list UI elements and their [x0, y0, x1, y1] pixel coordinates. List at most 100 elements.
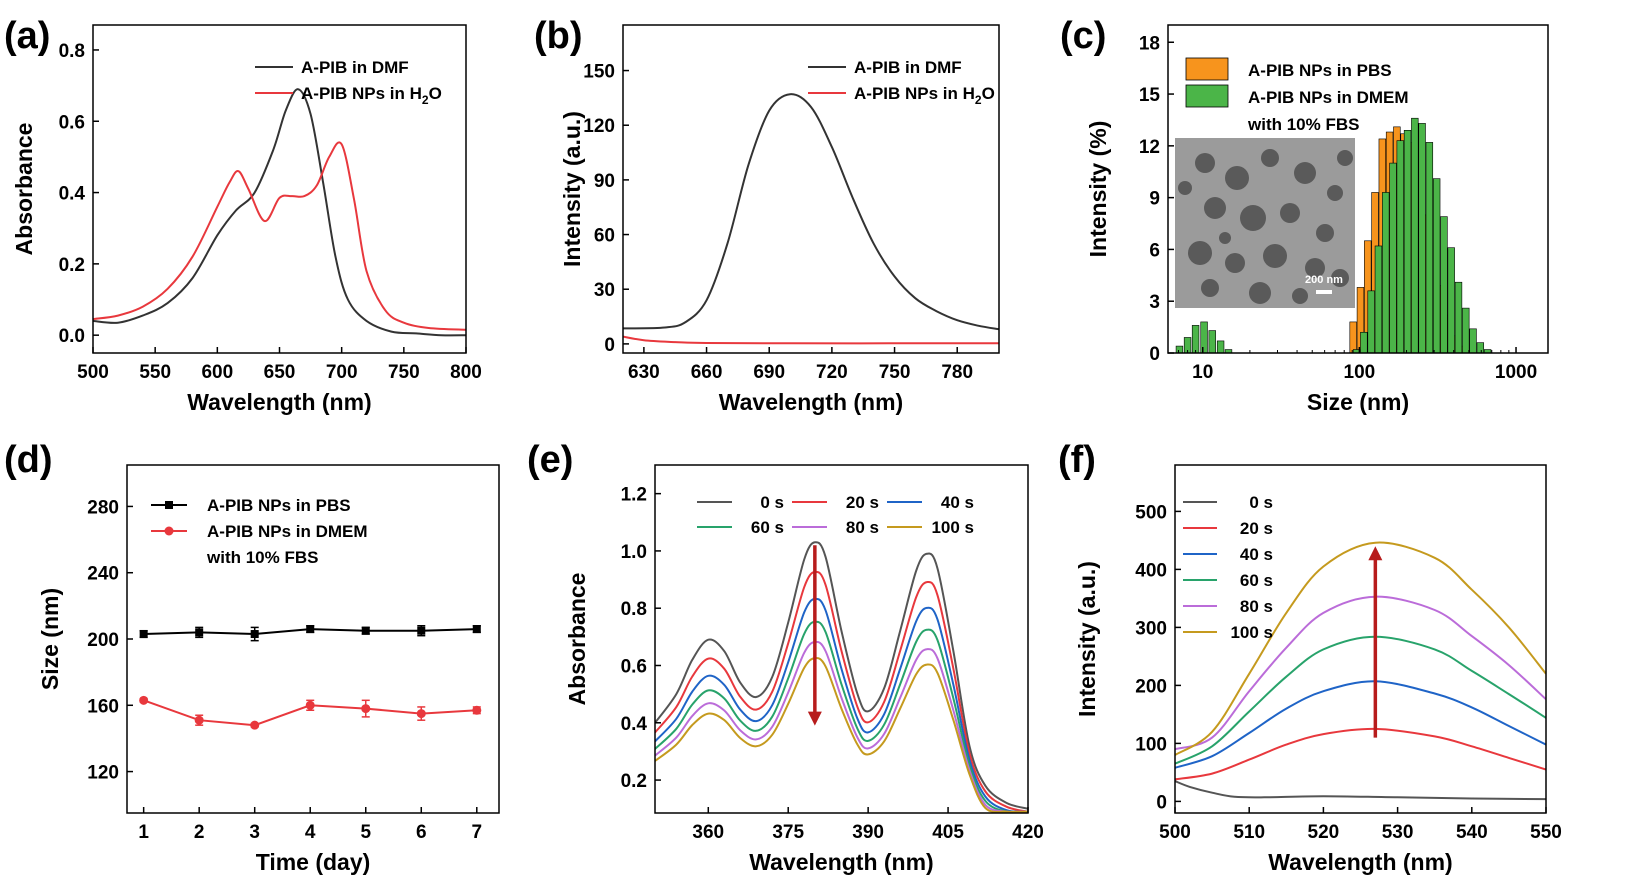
legend-label-text: A-PIB NPs in DMEM	[207, 522, 368, 541]
y-tick-label: 0.8	[59, 41, 85, 62]
y-tick-label: 100	[1135, 734, 1167, 755]
panel-d: (d) 1 2 3 4 5 6 7 120 160 200 240 280 Time (day) Size …	[4, 439, 500, 875]
y-tick-label: 0.2	[59, 255, 85, 276]
x-tick-label: 530	[1382, 822, 1414, 843]
legend-label-text: A-PIB NPs in H	[854, 84, 975, 103]
plot-area	[139, 624, 482, 730]
x-tick-label: 750	[879, 362, 911, 383]
y-axis-title: Size (nm)	[37, 588, 63, 690]
legend-label: 40 s	[1240, 545, 1273, 564]
tem-particle	[1263, 244, 1287, 268]
legend-marker	[164, 526, 174, 536]
y-tick-label: 0	[1156, 792, 1167, 813]
tem-particle	[1195, 153, 1215, 173]
legend-label: 0 s	[1249, 493, 1273, 512]
data-point	[472, 705, 482, 715]
x-tick-label: 1000	[1495, 362, 1537, 383]
data-point	[195, 628, 204, 637]
x-axis-title: Wavelength (nm)	[719, 389, 903, 415]
x-tick-label: 100	[1344, 362, 1376, 383]
series-line	[623, 335, 999, 345]
legend-label-text: A-PIB NPs in PBS	[1248, 61, 1392, 80]
tem-particle	[1316, 224, 1334, 242]
trend-arrowhead	[807, 711, 822, 726]
legend-label-subscript: 2	[975, 93, 982, 107]
histogram-bar	[1396, 140, 1404, 353]
tem-particle	[1294, 162, 1316, 184]
histogram-bar	[1447, 247, 1455, 353]
series-line	[93, 141, 466, 331]
legend-label-text: A-PIB NPs in DMEM	[1248, 88, 1409, 107]
y-tick-label: 120	[583, 116, 615, 137]
x-tick-label: 390	[852, 822, 884, 843]
y-axis-title: Intensity (%)	[1085, 121, 1111, 258]
tem-particle	[1188, 241, 1212, 265]
series-line	[1175, 635, 1546, 765]
histogram-bar	[1208, 330, 1216, 353]
legend: 0 s 20 s 40 s 60 s 80 s 100 s	[697, 493, 974, 537]
data-point	[306, 625, 315, 634]
histogram-bar	[1360, 331, 1368, 353]
tem-particle	[1261, 149, 1279, 167]
y-tick-label: 300	[1135, 618, 1167, 639]
legend-label-tail: O	[429, 84, 442, 103]
tem-particle	[1331, 269, 1349, 287]
legend-label: A-PIB NPs in DMEM	[1248, 88, 1409, 107]
plot-area	[623, 93, 999, 345]
legend-label: A-PIB in DMF	[301, 58, 409, 77]
x-tick-label: 550	[1530, 822, 1562, 843]
y-tick-label: 9	[1149, 189, 1160, 210]
plot-area	[1175, 117, 1492, 353]
y-tick-label: 12	[1139, 137, 1160, 158]
x-tick-label: 4	[305, 822, 316, 843]
histogram-bar	[1432, 178, 1441, 353]
y-tick-label: 0	[604, 335, 615, 356]
histogram-bar	[1469, 328, 1477, 353]
x-tick-label: 520	[1308, 822, 1340, 843]
series-line	[655, 640, 1028, 813]
legend-label: 100 s	[931, 518, 974, 537]
series-line	[93, 88, 466, 337]
series-line	[623, 93, 999, 331]
series-line	[655, 597, 1028, 813]
tem-particle	[1327, 185, 1343, 201]
x-tick-label: 360	[692, 822, 724, 843]
legend-label: 20 s	[1240, 519, 1273, 538]
y-tick-label: 200	[87, 630, 119, 651]
scale-bar	[1316, 290, 1332, 294]
histogram-bar	[1418, 123, 1426, 353]
legend: A-PIB in DMF A-PIB NPs in H2O	[255, 58, 442, 107]
legend-label-text: A-PIB NPs in PBS	[207, 496, 351, 515]
histogram-bar	[1349, 321, 1357, 353]
data-point	[139, 695, 149, 705]
plot-frame	[1167, 24, 1549, 354]
series-line	[655, 620, 1028, 813]
y-tick-label: 18	[1139, 33, 1160, 54]
data-point	[194, 715, 204, 725]
legend-label: 0 s	[760, 493, 784, 512]
tem-particle	[1204, 197, 1226, 219]
legend: A-PIB NPs in PBS A-PIB NPs in DMEM with 10…	[1185, 57, 1409, 134]
tem-particle	[1201, 279, 1219, 297]
x-axis-title: Size (nm)	[1307, 389, 1409, 415]
y-tick-label: 3	[1149, 292, 1160, 313]
legend: A-PIB in DMF A-PIB NPs in H2O	[808, 58, 995, 107]
x-axis-title: Wavelength (nm)	[1268, 849, 1452, 875]
y-tick-label: 240	[87, 564, 119, 585]
x-tick-label: 1	[138, 822, 149, 843]
x-tick-label: 650	[264, 362, 296, 383]
y-tick-label: 0.4	[59, 184, 86, 205]
y-tick-label: 0	[1149, 344, 1160, 365]
panel-a: (a) 500 550 600 650 700 750 800 0.0 0.2 0.4 0.6 0.8 W…	[4, 15, 482, 415]
legend-label-tail: O	[982, 84, 995, 103]
x-tick-label: 420	[1012, 822, 1044, 843]
data-point	[361, 704, 371, 714]
legend-swatch	[1185, 84, 1229, 108]
legend-swatch	[1185, 57, 1229, 81]
y-tick-label: 1.2	[621, 485, 647, 506]
histogram-bar	[1476, 342, 1485, 353]
legend-label: 100 s	[1230, 623, 1273, 642]
panel-letter: (d)	[4, 439, 53, 481]
plot-area	[1175, 541, 1546, 801]
panel-c: (c) 10 100 1000 0 3 6 9 12 15 18 Size (nm) Intensity…	[1060, 15, 1549, 415]
